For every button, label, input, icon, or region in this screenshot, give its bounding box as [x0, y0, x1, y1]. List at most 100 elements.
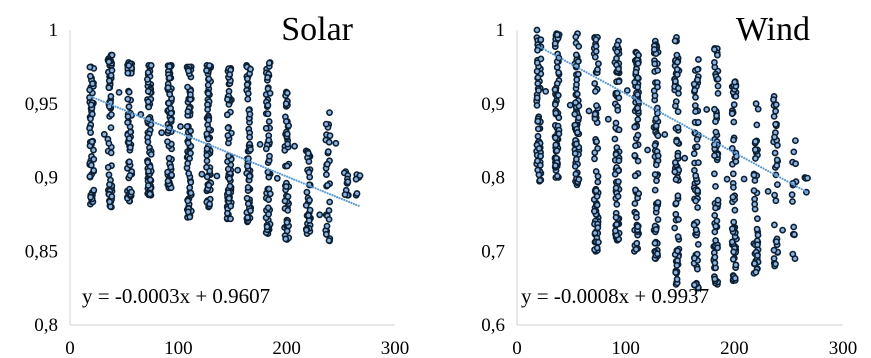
- wind-data-point: [552, 109, 560, 117]
- wind-data-point: [772, 120, 779, 128]
- solar-data-point: [226, 175, 233, 183]
- wind-data-point: [654, 152, 662, 160]
- wind-data-point: [654, 250, 661, 258]
- solar-data-point: [203, 157, 211, 165]
- solar-data-point: [90, 146, 97, 154]
- wind-data-point: [753, 225, 761, 233]
- wind-trendline-equation: y = -0.0008x + 0.9937: [521, 284, 709, 308]
- solar-data-point: [158, 129, 166, 137]
- wind-x-tick-label: 200: [720, 338, 749, 358]
- wind-data-point: [751, 146, 759, 154]
- wind-data-point: [613, 220, 620, 228]
- wind-data-point: [732, 93, 740, 100]
- wind-data-point: [772, 101, 780, 109]
- wind-data-point: [792, 160, 799, 168]
- wind-data-point: [729, 255, 737, 263]
- wind-data-point: [555, 114, 563, 122]
- solar-data-point: [144, 158, 152, 166]
- solar-data-point: [203, 173, 211, 181]
- wind-data-point: [611, 135, 619, 143]
- solar-data-point: [144, 98, 152, 106]
- solar-data-point: [204, 81, 212, 89]
- wind-data-point: [671, 159, 679, 166]
- wind-data-point: [644, 146, 651, 154]
- wind-data-point: [751, 200, 759, 208]
- solar-data-point: [243, 81, 251, 89]
- wind-data-point: [773, 238, 780, 246]
- wind-data-point: [770, 255, 778, 262]
- wind-data-point: [633, 213, 640, 221]
- solar-data-point: [146, 190, 154, 198]
- solar-data-point: [224, 132, 232, 139]
- wind-data-point: [533, 59, 541, 67]
- wind-data-point: [714, 82, 722, 90]
- wind-data-point: [634, 74, 642, 82]
- solar-data-point: [246, 133, 253, 141]
- solar-data-point: [325, 215, 333, 223]
- wind-data-point: [535, 87, 542, 94]
- solar-data-point: [264, 110, 272, 118]
- wind-data-point: [712, 182, 719, 190]
- solar-data-point: [305, 158, 313, 165]
- solar-data-point: [282, 118, 290, 125]
- solar-data-point: [124, 69, 132, 77]
- solar-data-point: [302, 226, 310, 234]
- solar-data-point: [183, 123, 191, 130]
- wind-data-point: [536, 176, 544, 184]
- solar-trendline-equation: y = -0.0003x + 0.9607: [82, 284, 270, 308]
- wind-data-point: [612, 184, 620, 192]
- wind-data-point: [692, 108, 699, 115]
- wind-data-point: [595, 238, 602, 246]
- wind-data-point: [674, 58, 681, 66]
- solar-data-point: [304, 149, 312, 157]
- wind-data-point: [673, 261, 681, 269]
- solar-data-point: [244, 90, 252, 97]
- wind-data-point: [594, 66, 601, 73]
- wind-data-point: [772, 260, 779, 268]
- solar-data-point: [165, 154, 173, 162]
- solar-data-point: [168, 171, 175, 179]
- solar-data-point: [234, 166, 242, 174]
- solar-data-point: [186, 155, 193, 162]
- solar-data-point: [87, 129, 94, 136]
- wind-data-point: [575, 43, 583, 50]
- wind-data-point: [714, 51, 721, 59]
- wind-data-point: [674, 192, 682, 200]
- solar-data-point: [166, 63, 173, 70]
- wind-data-point: [711, 253, 719, 261]
- wind-data-point: [632, 142, 639, 150]
- wind-data-point: [774, 141, 781, 149]
- wind-data-point: [711, 46, 718, 53]
- solar-chart: 0,8 0,85 0,9 0,95 1 0 100 200 300 y = -0.0003x + …: [25, 11, 410, 358]
- wind-data-point: [694, 265, 701, 273]
- wind-data-point: [772, 197, 780, 205]
- solar-data-point: [247, 146, 254, 153]
- solar-data-point: [184, 108, 192, 115]
- solar-y-tick-label: 0,95: [25, 94, 58, 115]
- solar-data-point: [203, 145, 211, 153]
- wind-data-point: [591, 229, 599, 237]
- wind-data-point: [711, 152, 718, 159]
- wind-data-point: [712, 222, 720, 230]
- wind-data-point: [691, 102, 699, 109]
- solar-data-point: [283, 130, 291, 138]
- wind-trendline: [537, 45, 808, 193]
- wind-data-point: [554, 172, 561, 180]
- wind-data-point: [574, 128, 581, 136]
- wind-data-point: [729, 170, 737, 178]
- wind-data-point: [572, 170, 580, 178]
- solar-data-point: [205, 125, 213, 133]
- wind-data-point: [651, 239, 659, 247]
- solar-data-point: [187, 178, 195, 186]
- solar-data-point: [143, 76, 151, 83]
- solar-data-point: [204, 106, 211, 113]
- solar-data-point: [244, 214, 251, 221]
- wind-data-point: [572, 33, 580, 41]
- wind-data-point: [594, 224, 602, 232]
- wind-data-point: [634, 104, 642, 112]
- wind-data-point: [575, 175, 583, 183]
- solar-data-point: [86, 63, 94, 71]
- solar-data-point: [264, 74, 271, 81]
- solar-data-point: [185, 67, 192, 75]
- solar-data-point: [205, 181, 213, 189]
